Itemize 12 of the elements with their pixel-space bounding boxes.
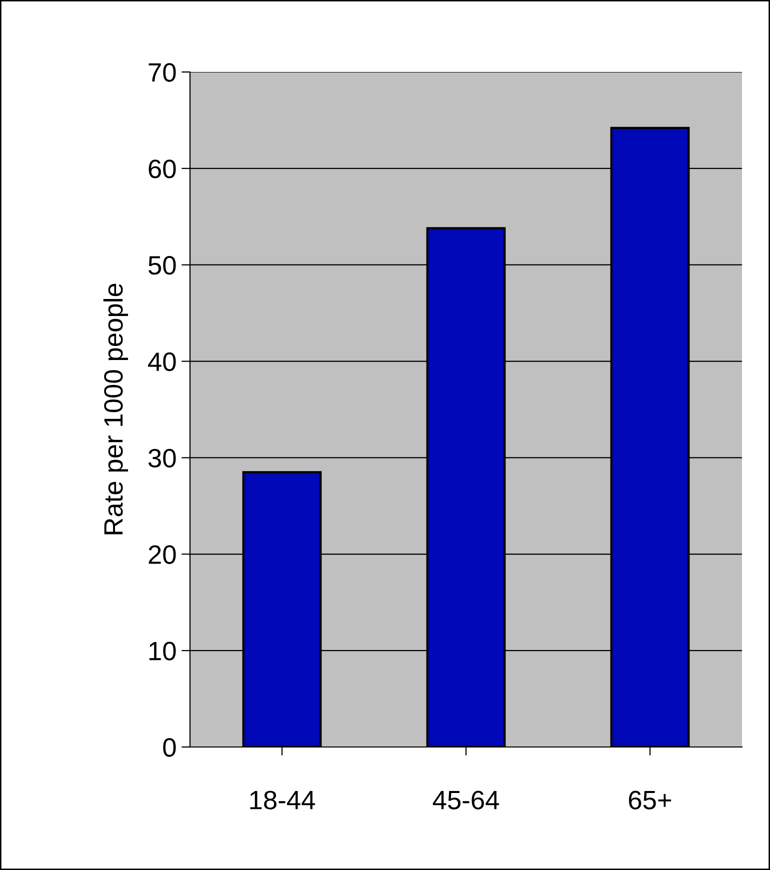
x-tick-label: 45-64 [432, 790, 499, 810]
y-tick-label: 0 [163, 738, 176, 757]
y-tick-label: 50 [148, 256, 176, 275]
x-tick-label: 65+ [628, 790, 672, 810]
y-tick-label: 30 [148, 448, 176, 468]
y-tick-label: 60 [148, 160, 176, 178]
y-axis-title: Rate per 1000 people [103, 284, 128, 534]
y-tick-label: 20 [148, 545, 176, 564]
x-tick-label: 18-44 [250, 790, 315, 810]
y-tick-label: 40 [148, 352, 176, 372]
y-tick-label: 10 [149, 642, 176, 660]
y-tick-label: 70 [148, 63, 176, 82]
